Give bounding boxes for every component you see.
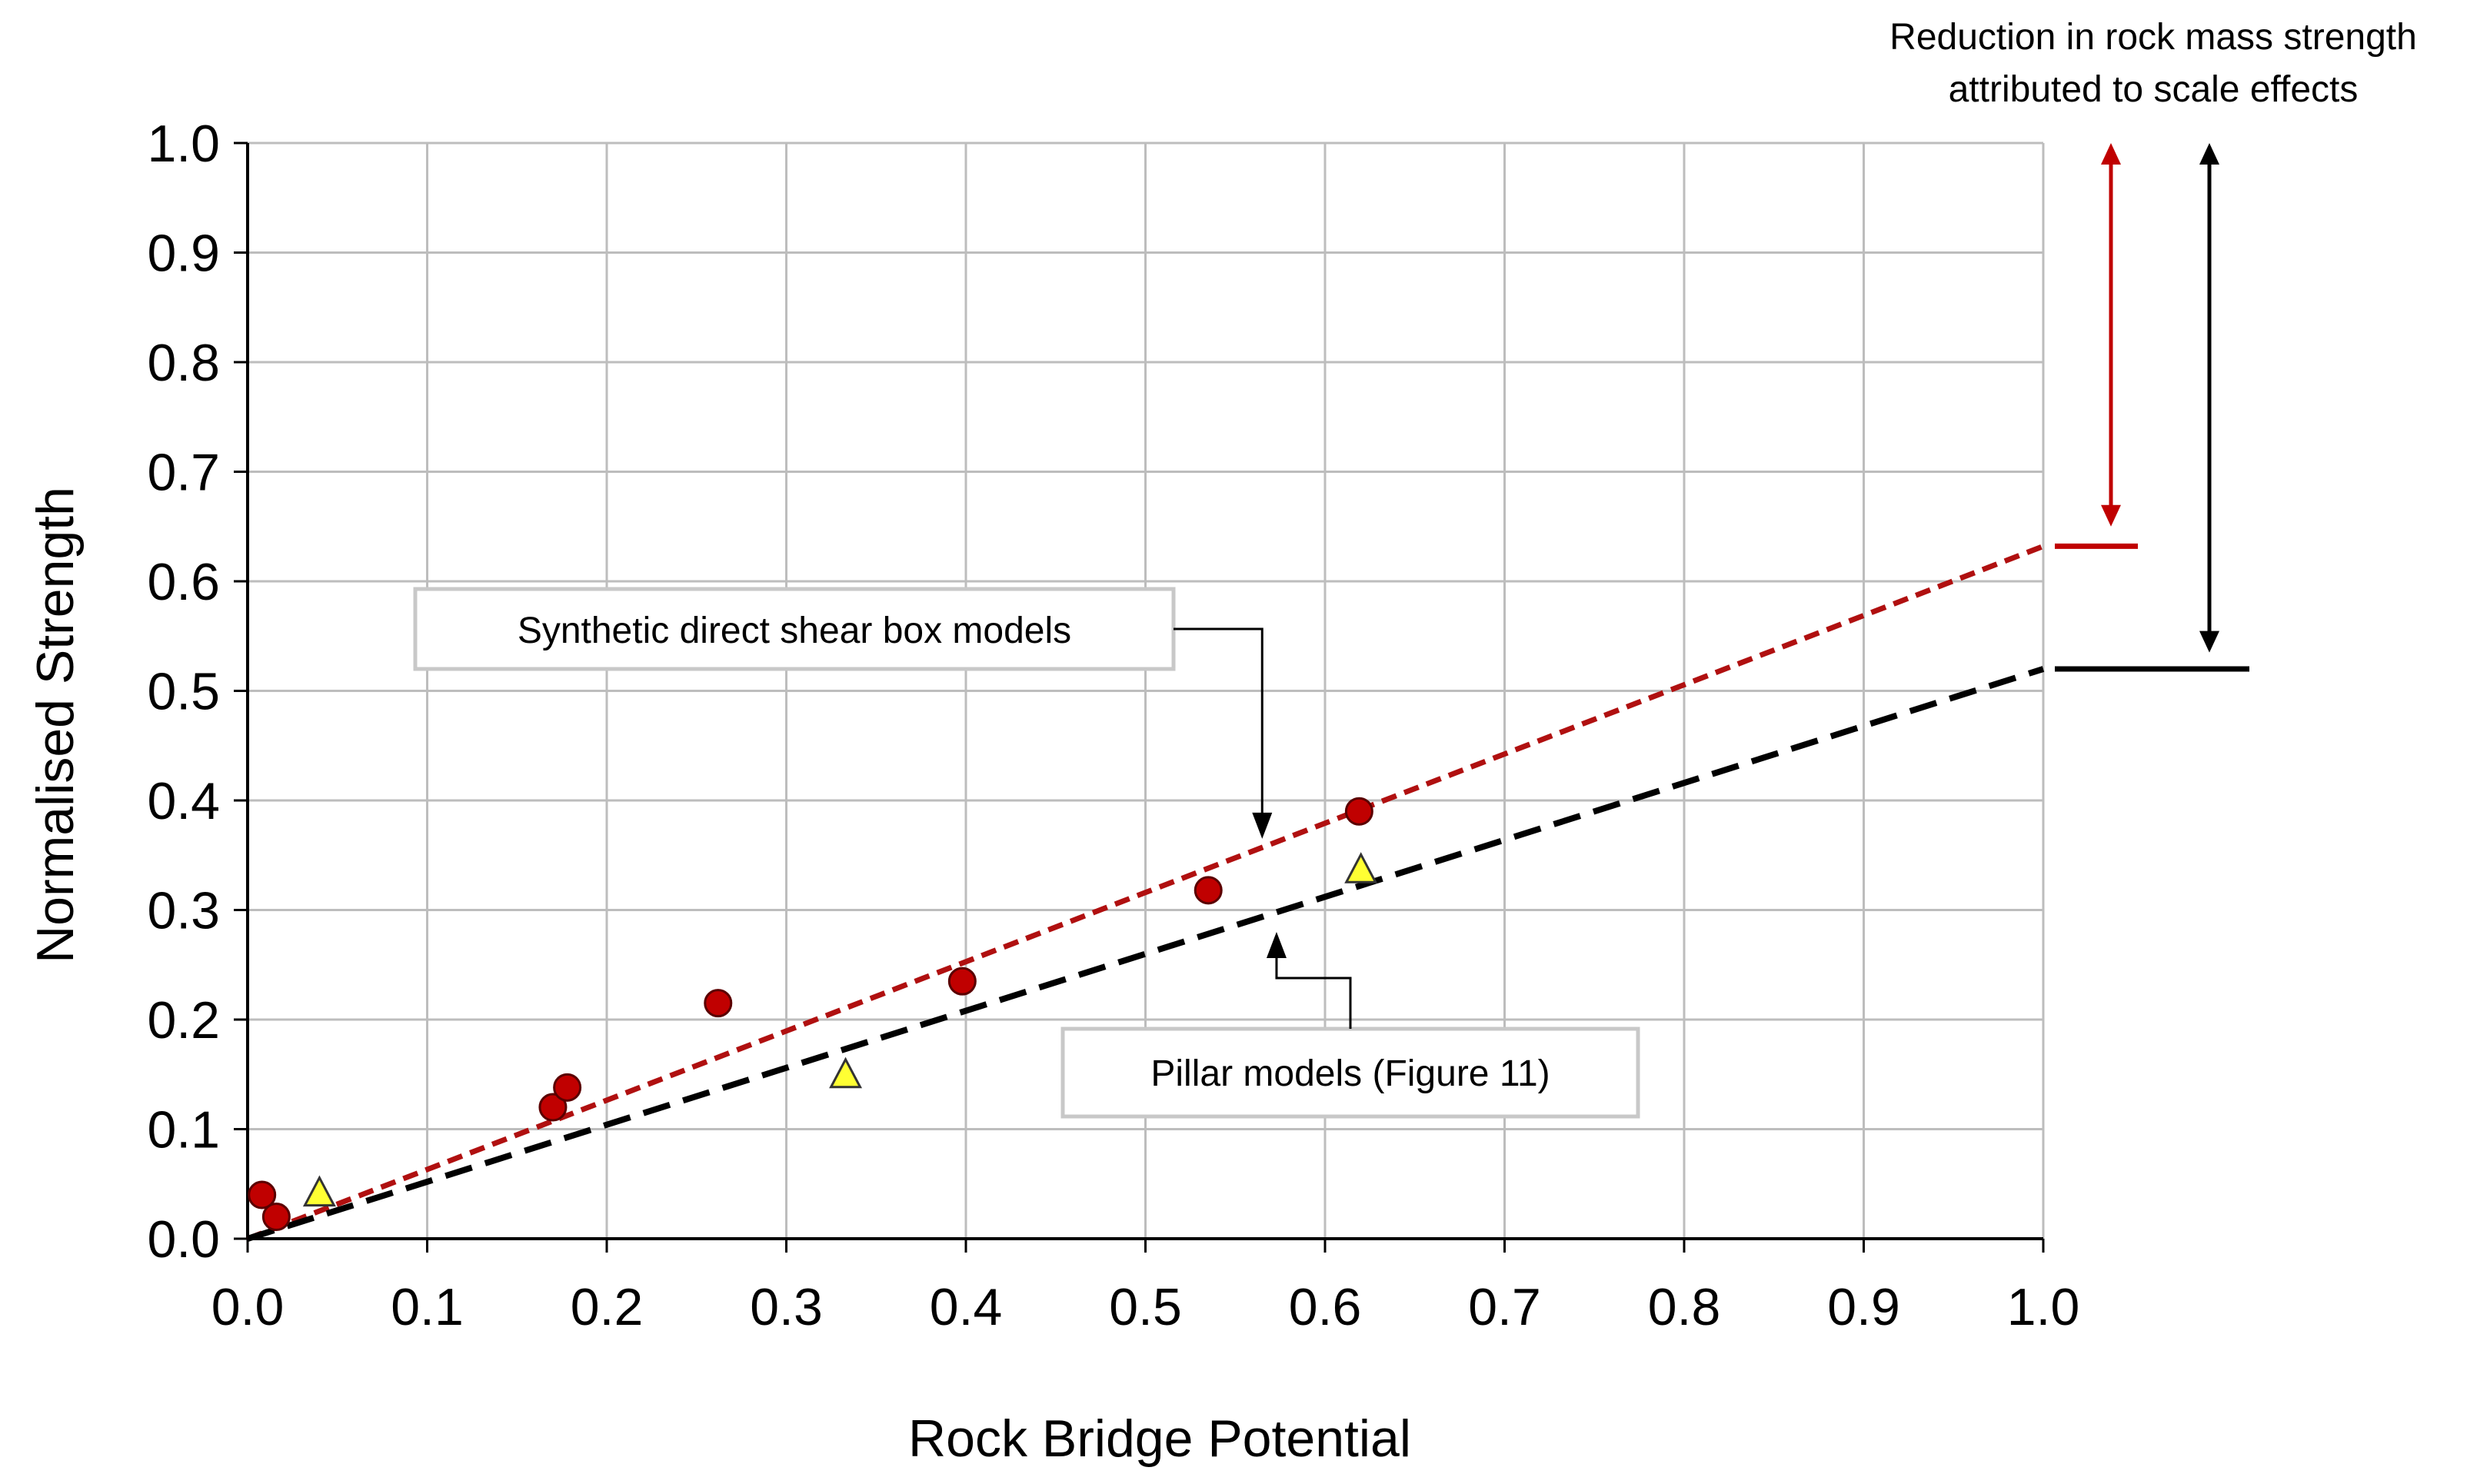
y-tick-label: 0.6 — [147, 553, 220, 611]
x-tick-label: 0.5 — [1109, 1278, 1182, 1336]
circle-data-point — [704, 989, 733, 1018]
x-tick-label: 0.1 — [391, 1278, 464, 1336]
y-tick-label: 0.2 — [147, 991, 220, 1050]
circle-data-point — [947, 967, 977, 996]
pillar-callout-arrowhead — [1266, 932, 1287, 958]
x-tick-label: 0.4 — [930, 1278, 1003, 1336]
scale-effect-note-line-2: attributed to scale effects — [1949, 69, 2359, 110]
x-axis-title: Rock Bridge Potential — [908, 1409, 1411, 1468]
scale-effect-markers — [2055, 143, 2249, 672]
arrow-head-up — [2199, 143, 2219, 165]
synthetic-callout-arrowhead — [1252, 812, 1273, 839]
arrow-head-down — [2101, 504, 2121, 527]
x-tick-label: 0.9 — [1827, 1278, 1900, 1336]
y-tick-label: 0.4 — [147, 772, 220, 830]
triangle-data-point — [302, 1175, 336, 1207]
red-trend-line — [246, 544, 2045, 1242]
y-tick-label: 0.8 — [147, 334, 220, 392]
annotations: Synthetic direct shear box models Pillar … — [413, 17, 2417, 1119]
arrow-head-up — [2101, 143, 2121, 165]
pillar-callout-leader — [1275, 957, 1352, 1029]
scale-effect-note-line-1: Reduction in rock mass strength — [1889, 17, 2417, 58]
circle-data-point — [553, 1073, 582, 1102]
circle-data-point — [1344, 797, 1373, 826]
x-tick-label: 0.6 — [1289, 1278, 1362, 1336]
black-trend-line — [246, 666, 2045, 1242]
y-tick-label: 0.9 — [147, 225, 220, 283]
synthetic-callout-leader — [1174, 627, 1263, 814]
y-tick-label: 1.0 — [147, 115, 220, 173]
circle-data-point — [538, 1093, 568, 1122]
arrow-head-down — [2199, 631, 2219, 653]
y-tick-label: 0.3 — [147, 882, 220, 940]
y-tick-label: 0.1 — [147, 1101, 220, 1160]
y-tick-label: 0.7 — [147, 444, 220, 502]
x-tick-label: 0.8 — [1648, 1278, 1721, 1336]
synthetic-callout-box — [413, 587, 1176, 671]
x-tick-label: 0.3 — [750, 1278, 823, 1336]
x-tick-label: 1.0 — [2007, 1278, 2080, 1336]
axes: 0.0 0.1 0.2 0.3 0.4 0.5 0.6 0.7 0.8 0.9 1.0 0.0 0.1 0… — [147, 115, 2079, 1336]
trend-lines — [246, 544, 2045, 1242]
y-tick-label: 0.0 — [147, 1210, 220, 1269]
pillar-callout-text: Pillar models (Figure 11) — [1150, 1053, 1550, 1094]
triangle-data-point — [1344, 852, 1378, 883]
circle-data-point — [248, 1180, 277, 1209]
y-tick-label: 0.5 — [147, 663, 220, 721]
synthetic-callout-text: Synthetic direct shear box models — [518, 611, 1071, 651]
triangle-data-point — [829, 1056, 863, 1089]
x-tick-label: 0.0 — [211, 1278, 285, 1336]
data-points — [248, 797, 1378, 1231]
circle-data-point — [1194, 876, 1223, 905]
y-axis-title: Normalised Strength — [26, 487, 85, 963]
x-tick-label: 0.2 — [571, 1278, 644, 1336]
x-tick-label: 0.7 — [1468, 1278, 1541, 1336]
circle-data-point — [261, 1203, 291, 1231]
